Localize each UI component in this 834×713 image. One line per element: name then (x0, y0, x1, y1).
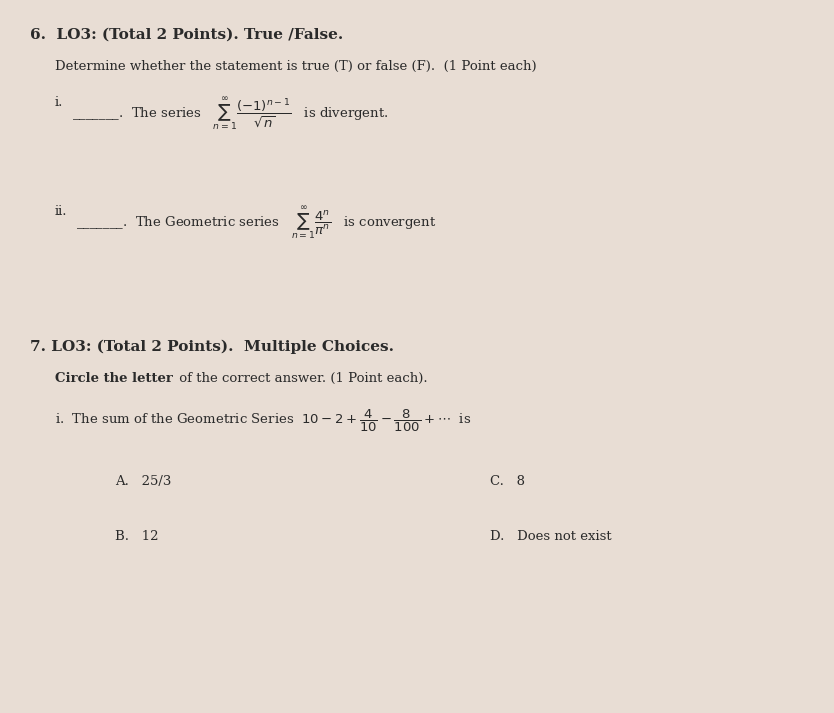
Text: ii.: ii. (55, 205, 68, 218)
Text: i.  The sum of the Geometric Series  $10 - 2 + \dfrac{4}{10} - \dfrac{8}{100} + : i. The sum of the Geometric Series $10 -… (55, 408, 471, 434)
Text: C.   8: C. 8 (490, 475, 525, 488)
Text: D.   Does not exist: D. Does not exist (490, 530, 611, 543)
Text: Circle the letter: Circle the letter (55, 372, 173, 385)
Text: _______.  The series   $\sum_{n=1}^{\infty} \dfrac{(-1)^{n-1}}{\sqrt{n}}$   is d: _______. The series $\sum_{n=1}^{\infty}… (72, 96, 389, 133)
Text: _______.  The Geometric series   $\sum_{n=1}^{\infty} \dfrac{4^n}{\pi^n}$   is c: _______. The Geometric series $\sum_{n=1… (76, 205, 436, 242)
Text: B.   12: B. 12 (115, 530, 158, 543)
Text: i.: i. (55, 96, 63, 109)
Text: 7. LO3: (Total 2 Points).  Multiple Choices.: 7. LO3: (Total 2 Points). Multiple Choic… (30, 340, 394, 354)
Text: of the correct answer. (1 Point each).: of the correct answer. (1 Point each). (175, 372, 428, 385)
Text: 6.  LO3: (Total 2 Points). True /False.: 6. LO3: (Total 2 Points). True /False. (30, 28, 344, 42)
Text: Determine whether the statement is true (T) or false (F).  (1 Point each): Determine whether the statement is true … (55, 60, 536, 73)
Text: A.   25/3: A. 25/3 (115, 475, 171, 488)
